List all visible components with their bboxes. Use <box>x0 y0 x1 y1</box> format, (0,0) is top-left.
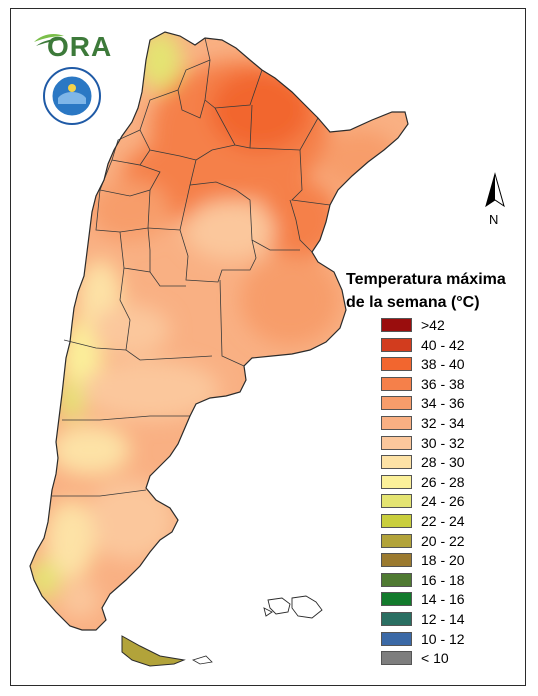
legend-item: 12 - 14 <box>381 610 521 630</box>
ora-logo-text: ORA <box>47 31 113 62</box>
legend-swatch <box>381 651 412 666</box>
legend-swatch <box>381 337 412 352</box>
legend-label: 38 - 40 <box>421 356 465 373</box>
legend-label: 26 - 28 <box>421 473 465 490</box>
legend-title-line1: Temperatura máxima <box>346 271 506 288</box>
legend-label: 36 - 38 <box>421 375 465 392</box>
legend-item: >42 <box>381 316 521 336</box>
legend-swatch <box>381 631 412 646</box>
legend-label: 34 - 36 <box>421 395 465 412</box>
legend-label: 32 - 34 <box>421 415 465 431</box>
legend-item: 40 - 42 <box>381 336 521 356</box>
legend-item: 16 - 18 <box>381 571 521 591</box>
legend-item: 38 - 40 <box>381 355 521 375</box>
legend-label: 28 - 30 <box>421 454 465 471</box>
tierra-del-fuego <box>121 635 186 667</box>
legend-title: Temperatura máxima de la semana (°C) <box>346 268 526 314</box>
legend-swatch <box>381 455 412 470</box>
legend-item: 24 - 26 <box>381 492 521 512</box>
legend-label: 14 - 16 <box>421 591 465 608</box>
legend-item: 10 - 12 <box>381 630 521 650</box>
legend-swatch <box>381 592 412 607</box>
legend-swatch <box>381 494 412 509</box>
legend-label: 40 - 42 <box>421 336 465 353</box>
legend-swatch <box>381 533 412 548</box>
legend-swatch <box>381 474 412 489</box>
legend-swatch <box>381 357 412 372</box>
north-arrow-icon <box>485 172 505 208</box>
legend-item: 14 - 16 <box>381 590 521 610</box>
legend-swatch <box>381 572 412 587</box>
legend-item: 20 - 22 <box>381 532 521 552</box>
legend-title-line2: de la semana (°C) <box>346 294 480 311</box>
ora-logo-icon <box>34 34 64 46</box>
legend-label: 12 - 14 <box>421 611 465 627</box>
legend-label: 18 - 20 <box>421 552 465 569</box>
legend-swatch <box>381 612 412 626</box>
legend-item: 18 - 20 <box>381 551 521 571</box>
legend-swatch <box>381 435 412 450</box>
legend-label: 20 - 22 <box>421 532 465 549</box>
legend-item: 22 - 24 <box>381 512 521 532</box>
legend-item: 28 - 30 <box>381 453 521 473</box>
legend-label: 24 - 26 <box>421 493 465 510</box>
legend-label: < 10 <box>421 650 449 667</box>
legend-item: 26 - 28 <box>381 473 521 493</box>
legend-label: 16 - 18 <box>421 571 465 588</box>
legend-swatch <box>381 514 412 528</box>
smn-seal-icon <box>43 67 101 125</box>
isla-de-los-estados <box>191 655 213 665</box>
legend-swatch <box>381 416 412 430</box>
legend-item: < 10 <box>381 649 521 669</box>
legend-item: 36 - 38 <box>381 375 521 395</box>
legend-label: 22 - 24 <box>421 513 465 529</box>
legend-item: 30 - 32 <box>381 434 521 454</box>
legend-item: 32 - 34 <box>381 414 521 434</box>
malvinas-islands <box>263 595 323 619</box>
legend-item: 34 - 36 <box>381 394 521 414</box>
legend-label: 30 - 32 <box>421 434 465 451</box>
legend-swatch <box>381 318 412 332</box>
legend-swatch <box>381 376 412 391</box>
north-arrow-label: N <box>489 212 499 227</box>
province-boundaries <box>52 37 331 497</box>
legend-label: 10 - 12 <box>421 630 465 647</box>
legend-swatch <box>381 553 412 568</box>
legend-label: >42 <box>421 317 445 333</box>
legend-swatch <box>381 396 412 411</box>
